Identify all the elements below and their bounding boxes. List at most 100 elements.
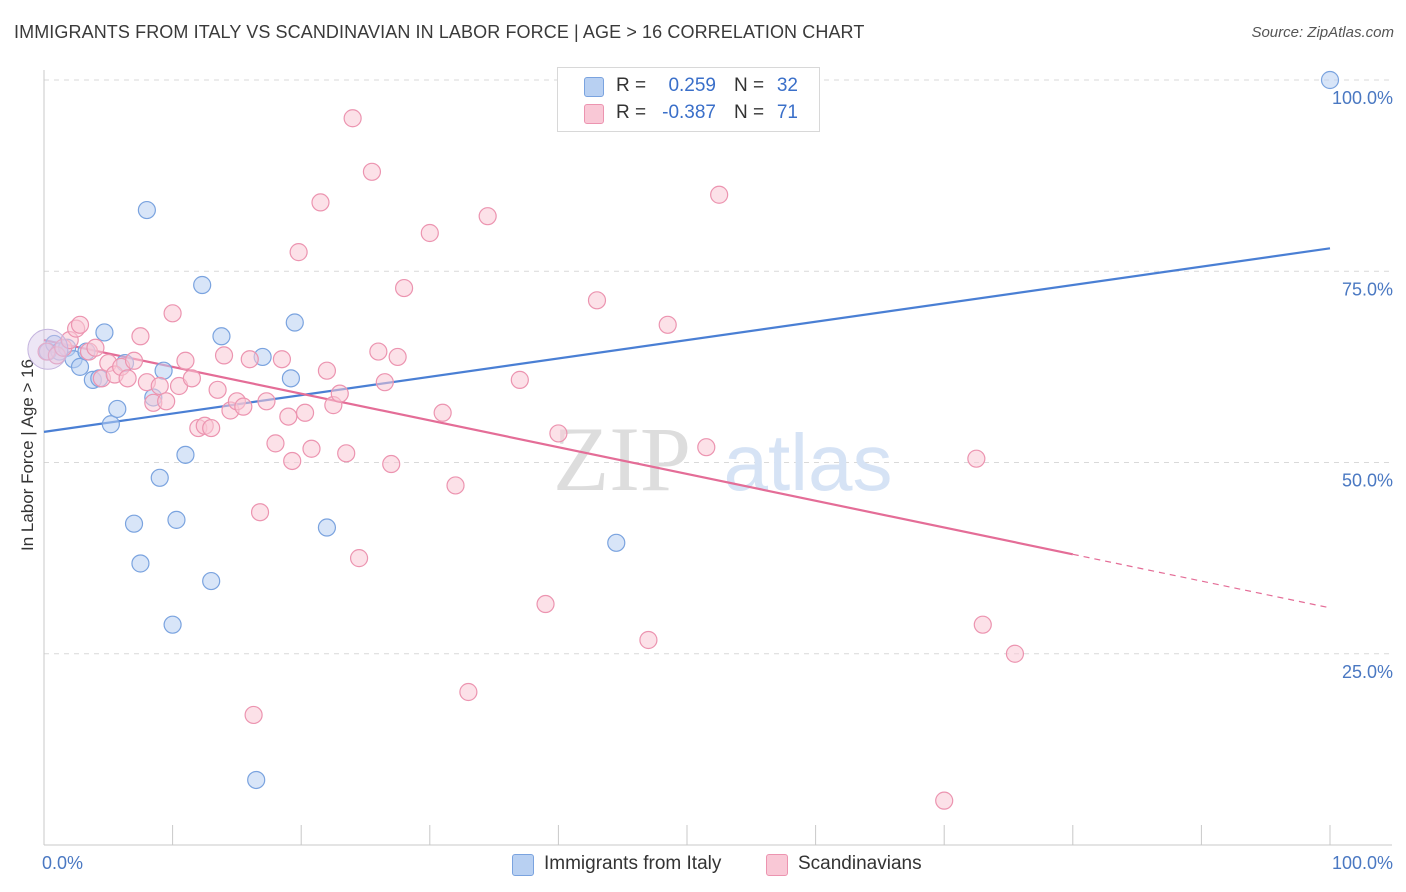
point-italy bbox=[95, 323, 114, 342]
legend-n-value: 71 bbox=[776, 102, 798, 123]
point-italy bbox=[317, 518, 337, 537]
point-scandinavian bbox=[86, 338, 105, 357]
point-italy bbox=[1320, 70, 1340, 90]
point-scandinavian bbox=[250, 503, 270, 522]
point-scandinavian bbox=[536, 594, 555, 614]
point-scandinavian bbox=[257, 392, 276, 411]
source-label: Source: ZipAtlas.com bbox=[1251, 24, 1394, 41]
point-scandinavian bbox=[208, 380, 227, 399]
point-scandinavian bbox=[343, 109, 362, 128]
y-tick-label: 25.0% bbox=[1342, 662, 1393, 682]
legend-swatch-scandinavians bbox=[584, 104, 604, 124]
point-scandinavian bbox=[510, 370, 529, 389]
point-scandinavian bbox=[433, 403, 452, 422]
point-scandinavian bbox=[446, 476, 465, 495]
point-scandinavian bbox=[369, 342, 388, 361]
point-scandinavian bbox=[710, 185, 729, 204]
point-scandinavian bbox=[118, 369, 137, 388]
point-scandinavian bbox=[279, 407, 298, 426]
point-scandinavian bbox=[337, 444, 356, 463]
point-scandinavian bbox=[362, 162, 382, 181]
legend-n-label: N = bbox=[734, 75, 765, 96]
point-scandinavian bbox=[375, 373, 394, 392]
point-italy bbox=[607, 533, 626, 552]
point-scandinavian bbox=[214, 346, 234, 365]
legend-n-value: 32 bbox=[776, 75, 798, 96]
legend-row-scandinavians: R = -0.387 N = 71 bbox=[558, 100, 819, 126]
point-scandinavian bbox=[244, 705, 263, 725]
point-scandinavian bbox=[70, 315, 90, 334]
point-italy bbox=[167, 510, 186, 529]
watermark-atlas: atlas bbox=[724, 418, 893, 507]
point-scandinavian bbox=[150, 376, 169, 396]
point-scandinavian bbox=[697, 438, 716, 457]
trendline-scandinavians bbox=[43, 339, 1074, 556]
point-scandinavian bbox=[349, 549, 369, 568]
point-scandinavian bbox=[382, 454, 401, 474]
point-scandinavian bbox=[240, 350, 259, 369]
point-italy bbox=[212, 327, 231, 346]
point-italy bbox=[101, 415, 120, 434]
series-swatch-italy bbox=[512, 854, 534, 876]
point-scandinavian bbox=[157, 392, 176, 411]
y-tick-label: 50.0% bbox=[1342, 471, 1393, 491]
point-scandinavian bbox=[459, 682, 478, 702]
point-italy bbox=[163, 615, 182, 634]
point-scandinavian bbox=[973, 615, 992, 634]
point-italy bbox=[150, 468, 169, 487]
point-scandinavian bbox=[967, 449, 986, 468]
data-points bbox=[27, 70, 1340, 810]
point-scandinavian bbox=[283, 451, 302, 471]
y-tick-label: 100.0% bbox=[1332, 88, 1393, 108]
x-tick-label-max: 100.0% bbox=[1332, 853, 1393, 873]
point-scandinavian bbox=[302, 439, 321, 458]
y-tick-label: 75.0% bbox=[1342, 279, 1393, 299]
point-scandinavian bbox=[317, 361, 337, 380]
series-swatch-scandinavians bbox=[766, 854, 788, 876]
point-italy bbox=[154, 361, 173, 380]
point-scandinavian bbox=[1005, 644, 1025, 663]
watermark: ZIP atlas bbox=[553, 408, 892, 510]
point-italy bbox=[108, 399, 127, 419]
point-scandinavian bbox=[388, 347, 407, 367]
point-scandinavian bbox=[289, 243, 308, 262]
point-scandinavian bbox=[234, 397, 253, 416]
stats-legend: R = 0.259 N = 32 R = -0.387 N = 71 bbox=[557, 67, 820, 132]
point-italy bbox=[131, 554, 150, 573]
legend-row-italy: R = 0.259 N = 32 bbox=[558, 73, 819, 99]
point-italy bbox=[281, 369, 301, 388]
point-italy bbox=[202, 571, 221, 591]
point-italy bbox=[70, 357, 90, 376]
point-scandinavian bbox=[266, 434, 285, 453]
series-label-scandinavians: Scandinavians bbox=[798, 853, 922, 874]
point-scandinavian bbox=[658, 315, 677, 334]
point-italy bbox=[193, 275, 212, 295]
tick-labels: 25.0% 50.0% 75.0% 100.0% 0.0% 100.0% bbox=[42, 88, 1393, 873]
point-scandinavian bbox=[163, 304, 182, 323]
point-scandinavian bbox=[202, 418, 221, 438]
point-scandinavian bbox=[124, 351, 144, 370]
point-scandinavian bbox=[420, 223, 439, 243]
point-italy bbox=[247, 770, 266, 790]
legend-r-label: R = bbox=[616, 102, 647, 123]
point-scandinavian bbox=[639, 630, 658, 650]
point-scandinavian bbox=[272, 350, 292, 369]
point-scandinavian bbox=[587, 291, 607, 310]
legend-n-label: N = bbox=[734, 102, 765, 123]
point-scandinavian bbox=[935, 791, 954, 810]
point-italy bbox=[137, 200, 156, 220]
axes bbox=[43, 70, 1392, 846]
legend-r-value: -0.387 bbox=[662, 102, 716, 123]
point-scandinavian bbox=[176, 351, 195, 370]
point-italy bbox=[176, 445, 195, 464]
point-scandinavian bbox=[311, 193, 330, 212]
chart-title: IMMIGRANTS FROM ITALY VS SCANDINAVIAN IN… bbox=[14, 22, 865, 42]
watermark-zip: ZIP bbox=[553, 408, 691, 510]
point-scandinavian bbox=[394, 278, 414, 298]
point-scandinavian bbox=[295, 403, 315, 422]
legend-swatch-italy bbox=[584, 77, 604, 97]
point-scandinavian bbox=[330, 384, 349, 403]
point-scandinavian bbox=[131, 327, 150, 346]
point-scandinavian bbox=[549, 424, 568, 443]
legend-r-label: R = bbox=[616, 75, 647, 96]
